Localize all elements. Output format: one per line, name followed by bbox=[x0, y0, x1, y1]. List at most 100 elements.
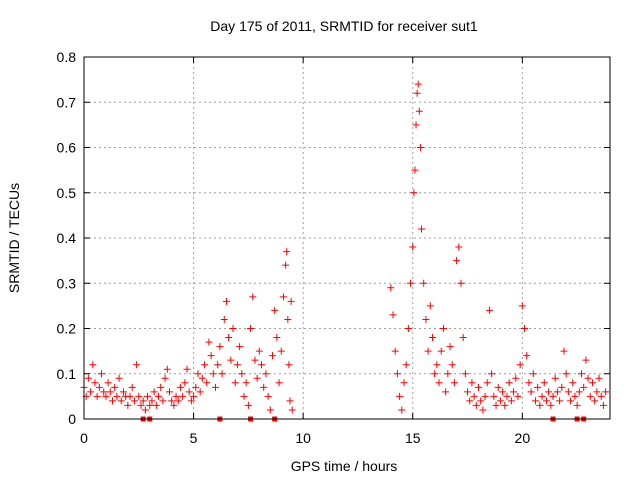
data-point bbox=[212, 383, 219, 391]
data-point bbox=[529, 370, 537, 378]
data-point bbox=[187, 397, 195, 405]
data-point bbox=[485, 306, 493, 314]
data-point bbox=[126, 392, 134, 400]
data-point bbox=[150, 388, 158, 396]
data-point bbox=[98, 370, 106, 378]
data-point bbox=[490, 392, 498, 400]
data-point bbox=[282, 261, 290, 269]
data-point bbox=[176, 383, 184, 391]
data-point bbox=[593, 388, 601, 396]
data-point bbox=[575, 388, 583, 396]
data-point bbox=[161, 374, 169, 382]
data-point bbox=[488, 370, 496, 378]
data-point bbox=[102, 392, 110, 400]
data-point bbox=[588, 379, 596, 387]
data-point bbox=[496, 397, 504, 405]
data-point bbox=[540, 379, 548, 387]
data-point bbox=[170, 401, 178, 409]
data-point bbox=[409, 243, 417, 251]
data-point bbox=[510, 388, 518, 396]
data-point bbox=[273, 334, 281, 342]
data-point bbox=[457, 279, 465, 287]
data-point bbox=[285, 361, 293, 369]
data-point bbox=[244, 401, 252, 409]
data-point bbox=[133, 361, 141, 369]
data-point bbox=[283, 248, 291, 256]
data-point bbox=[400, 379, 408, 387]
data-point bbox=[414, 80, 422, 88]
data-point bbox=[255, 347, 263, 355]
data-point bbox=[420, 279, 428, 287]
data-point bbox=[279, 293, 287, 301]
data-point bbox=[84, 374, 92, 382]
data-point bbox=[233, 361, 241, 369]
data-point bbox=[179, 392, 187, 400]
data-point bbox=[569, 379, 577, 387]
data-point bbox=[87, 388, 95, 396]
data-point bbox=[214, 361, 222, 369]
data-point bbox=[453, 257, 461, 265]
y-axis-label: SRMTID / TECUs bbox=[6, 183, 22, 293]
data-point bbox=[542, 397, 550, 405]
data-point bbox=[564, 388, 572, 396]
data-point bbox=[139, 397, 147, 405]
data-point bbox=[146, 401, 154, 409]
data-point bbox=[567, 397, 575, 405]
data-point bbox=[183, 365, 191, 373]
data-point bbox=[518, 302, 526, 310]
data-point bbox=[435, 379, 443, 387]
data-point bbox=[260, 383, 268, 391]
data-point bbox=[413, 89, 421, 97]
data-point bbox=[141, 406, 149, 414]
data-point bbox=[207, 352, 215, 360]
data-point bbox=[503, 392, 511, 400]
data-point bbox=[475, 383, 482, 391]
data-point bbox=[531, 397, 539, 405]
data-point bbox=[396, 392, 404, 400]
data-point bbox=[459, 334, 467, 342]
plot-frame bbox=[83, 56, 611, 420]
data-point bbox=[410, 189, 418, 197]
y-tick-label: 0.1 bbox=[57, 366, 77, 382]
y-tick-label: 0.4 bbox=[57, 230, 77, 246]
data-point bbox=[536, 401, 544, 409]
data-point bbox=[573, 401, 581, 409]
data-point bbox=[534, 383, 542, 391]
axis-ticks: 0 0.1 0.2 0.3 0.4 0.5 0.6 0.7 0.8 0 5 10 15 20 bbox=[57, 49, 610, 446]
data-point bbox=[584, 374, 592, 382]
data-point bbox=[242, 379, 250, 387]
data-point bbox=[192, 383, 200, 391]
data-point bbox=[165, 388, 173, 396]
data-point bbox=[277, 347, 285, 355]
data-point bbox=[262, 370, 270, 378]
data-point bbox=[100, 388, 108, 396]
data-point bbox=[130, 397, 138, 405]
data-point bbox=[393, 370, 401, 378]
data-point bbox=[549, 392, 557, 400]
data-point bbox=[501, 401, 509, 409]
data-point bbox=[424, 347, 432, 355]
y-tick-label: 0 bbox=[68, 411, 76, 427]
data-point bbox=[220, 315, 228, 323]
x-axis-label: GPS time / hours bbox=[291, 458, 398, 474]
data-point bbox=[599, 401, 607, 409]
data-point bbox=[523, 352, 531, 360]
data-point bbox=[203, 379, 211, 387]
data-point bbox=[494, 383, 502, 391]
data-point bbox=[111, 383, 119, 391]
x-tick-label: 20 bbox=[515, 430, 531, 446]
data-point bbox=[422, 315, 430, 323]
data-point bbox=[437, 347, 445, 355]
data-point bbox=[253, 374, 261, 382]
data-point bbox=[117, 397, 125, 405]
data-point bbox=[492, 401, 500, 409]
data-point bbox=[556, 397, 564, 405]
data-point bbox=[391, 347, 399, 355]
data-point bbox=[582, 356, 590, 364]
data-point bbox=[426, 302, 434, 310]
y-tick-label: 0.6 bbox=[57, 140, 77, 156]
data-point bbox=[268, 352, 276, 360]
data-point bbox=[181, 379, 189, 387]
grid bbox=[84, 57, 610, 419]
